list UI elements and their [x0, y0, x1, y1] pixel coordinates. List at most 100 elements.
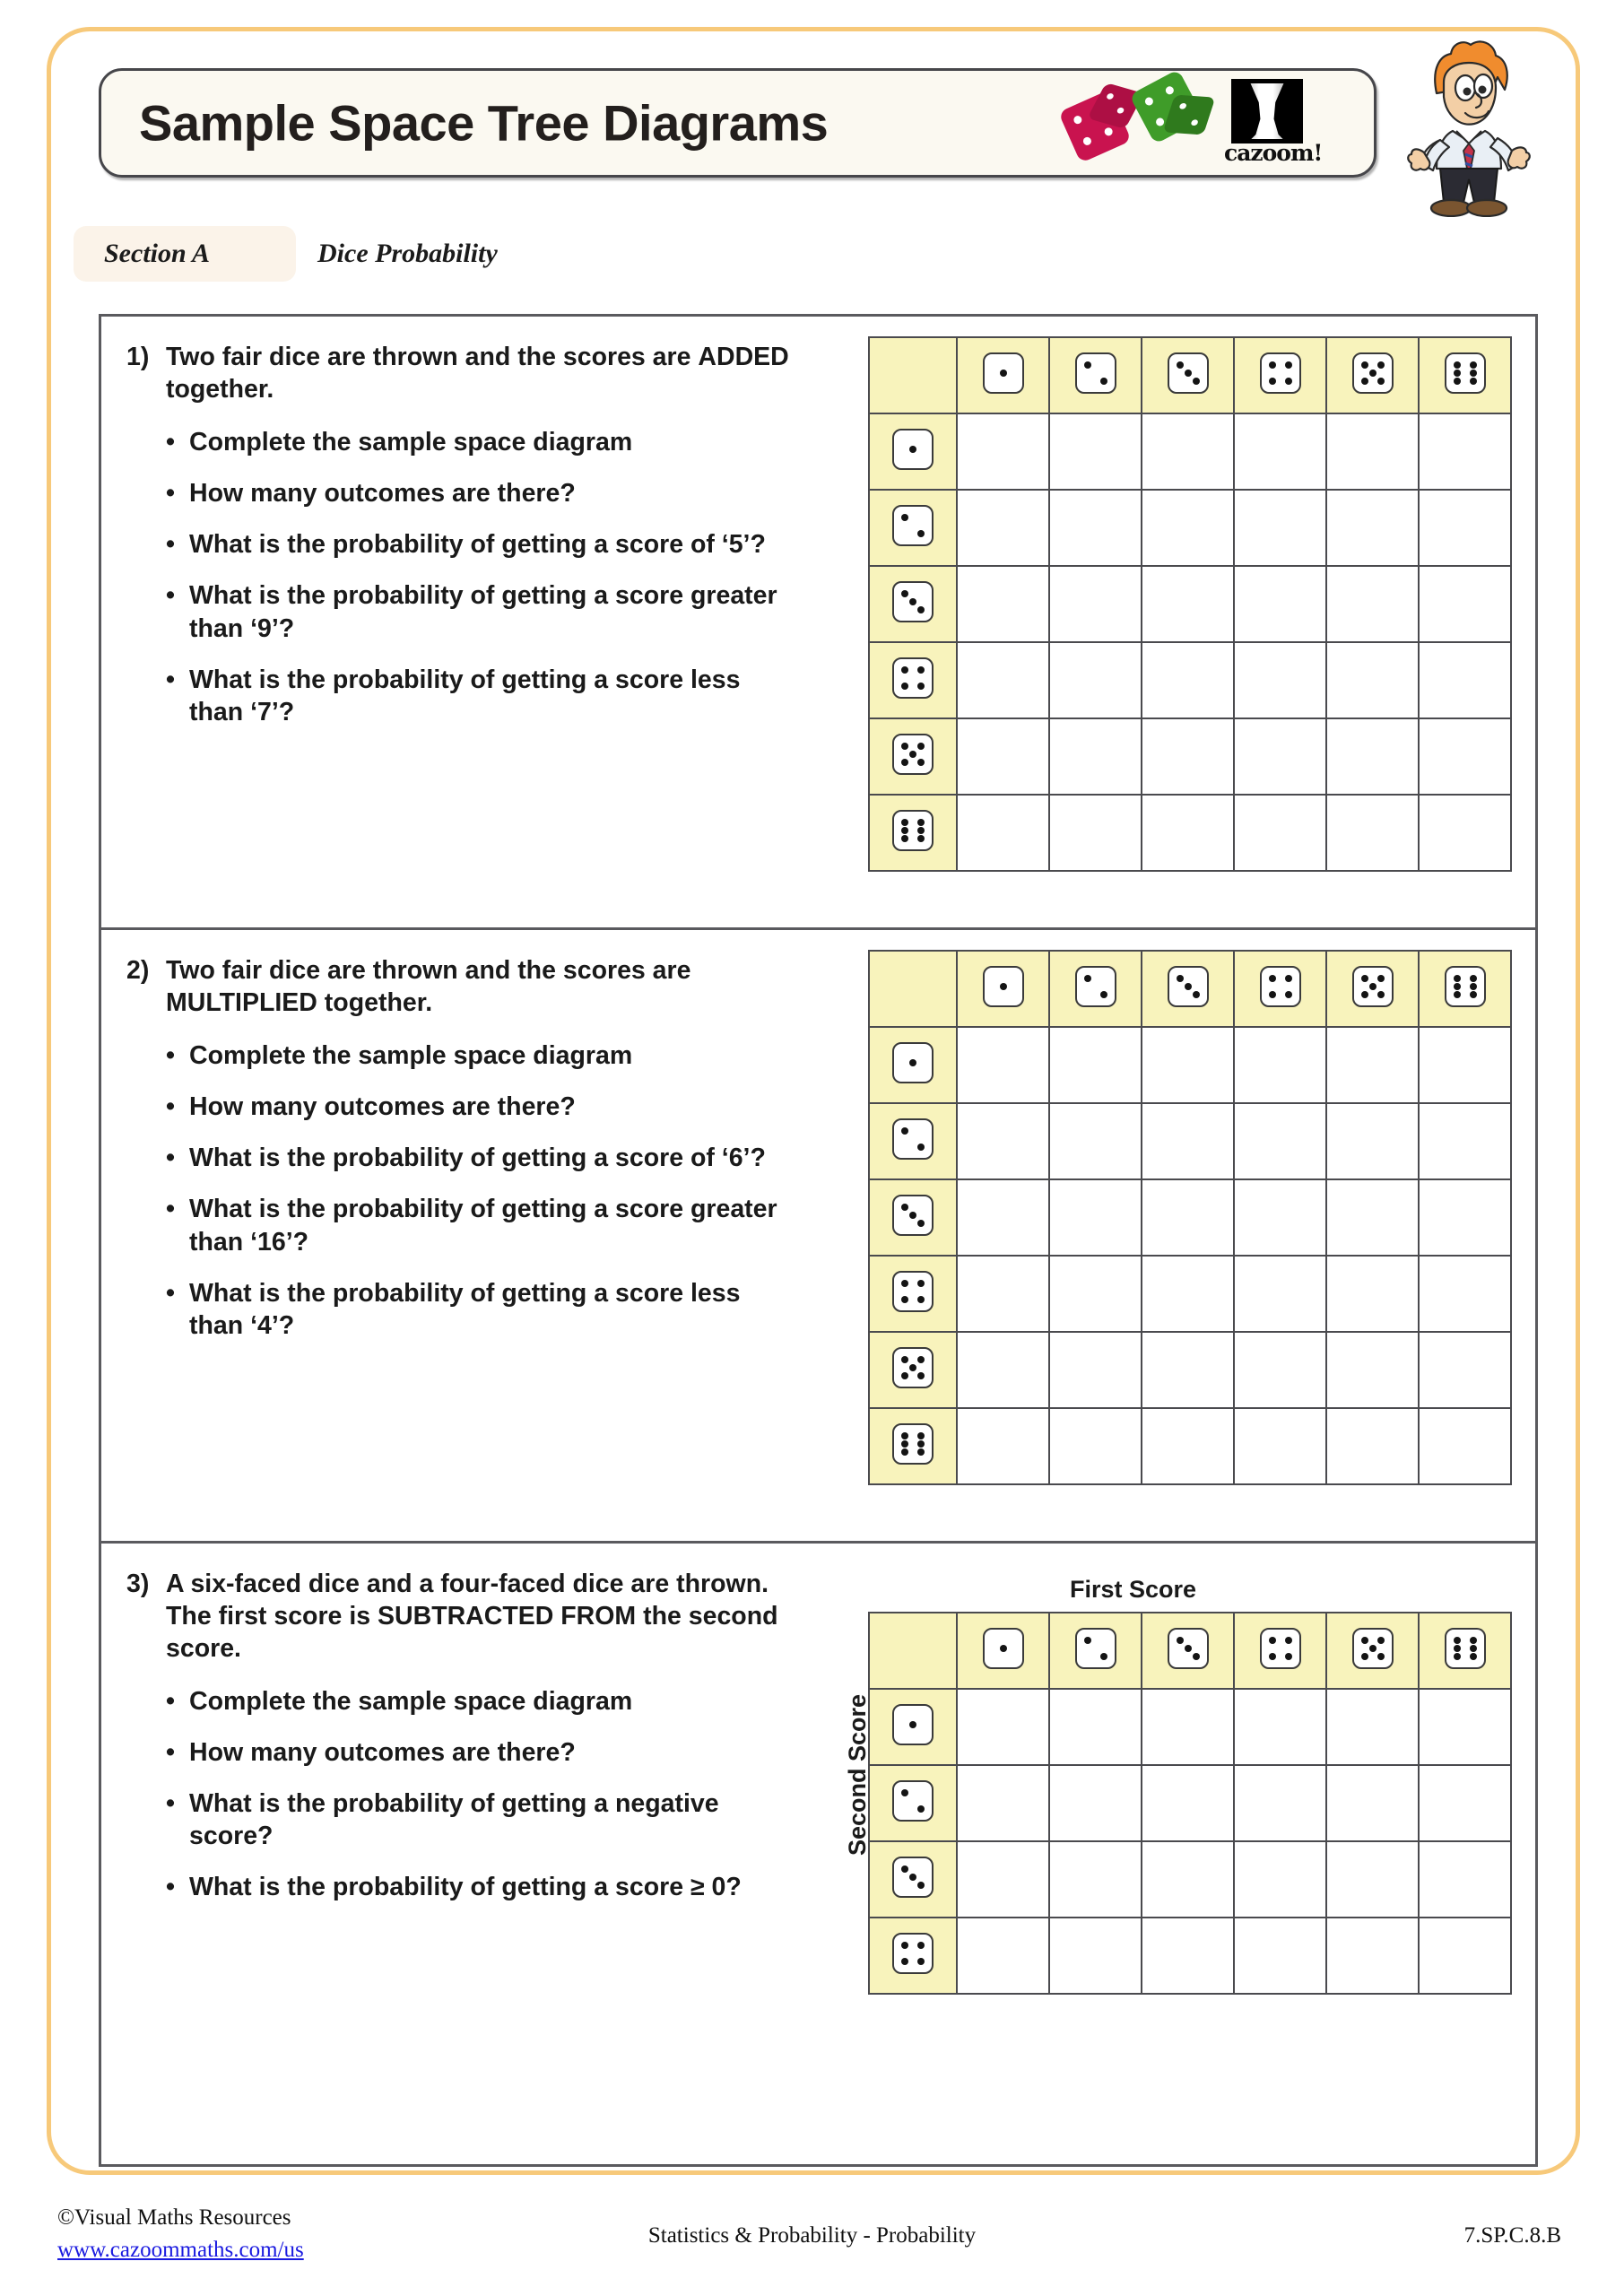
- grid-answer-cell[interactable]: [1325, 718, 1420, 796]
- grid-answer-cell[interactable]: [1233, 1331, 1327, 1409]
- grid-answer-cell[interactable]: [1048, 1917, 1142, 1995]
- grid-answer-cell[interactable]: [956, 1688, 1050, 1766]
- grid-answer-cell[interactable]: [1141, 413, 1235, 491]
- grid-answer-cell[interactable]: [1233, 1026, 1327, 1104]
- grid-answer-cell[interactable]: [1325, 1331, 1420, 1409]
- grid-answer-cell[interactable]: [1141, 1178, 1235, 1257]
- grid-answer-cell[interactable]: [1233, 641, 1327, 719]
- grid-answer-cell[interactable]: [956, 1255, 1050, 1333]
- grid-answer-cell[interactable]: [1048, 1840, 1142, 1918]
- grid-answer-cell[interactable]: [1233, 1764, 1327, 1842]
- grid-answer-cell[interactable]: [956, 1764, 1050, 1842]
- grid-answer-cell[interactable]: [956, 1840, 1050, 1918]
- grid-answer-cell[interactable]: [956, 489, 1050, 567]
- grid-answer-cell[interactable]: [1141, 718, 1235, 796]
- grid-answer-cell[interactable]: [1325, 1026, 1420, 1104]
- grid-answer-cell[interactable]: [1418, 794, 1512, 872]
- grid-answer-cell[interactable]: [956, 1102, 1050, 1180]
- grid-answer-cell[interactable]: [1141, 1764, 1235, 1842]
- grid-answer-cell[interactable]: [1141, 794, 1235, 872]
- grid-answer-cell[interactable]: [1048, 1178, 1142, 1257]
- grid-answer-cell[interactable]: [1325, 794, 1420, 872]
- grid-answer-cell[interactable]: [1325, 1917, 1420, 1995]
- grid-answer-cell[interactable]: [1141, 1407, 1235, 1485]
- grid-answer-cell[interactable]: [1325, 1688, 1420, 1766]
- grid-answer-cell[interactable]: [1325, 641, 1420, 719]
- grid-answer-cell[interactable]: [956, 565, 1050, 643]
- grid-answer-cell[interactable]: [1048, 1688, 1142, 1766]
- grid-answer-cell[interactable]: [1048, 718, 1142, 796]
- grid-answer-cell[interactable]: [1233, 1178, 1327, 1257]
- question-1-sample-space-grid[interactable]: [868, 336, 1512, 872]
- grid-answer-cell[interactable]: [1048, 565, 1142, 643]
- grid-answer-cell[interactable]: [1418, 1764, 1512, 1842]
- grid-answer-cell[interactable]: [1141, 641, 1235, 719]
- grid-answer-cell[interactable]: [1418, 489, 1512, 567]
- grid-answer-cell[interactable]: [1233, 1688, 1327, 1766]
- grid-answer-cell[interactable]: [1325, 489, 1420, 567]
- grid-answer-cell[interactable]: [1418, 1688, 1512, 1766]
- grid-answer-cell[interactable]: [1325, 1178, 1420, 1257]
- grid-answer-cell[interactable]: [1233, 413, 1327, 491]
- grid-answer-cell[interactable]: [1233, 565, 1327, 643]
- grid-answer-cell[interactable]: [1141, 489, 1235, 567]
- grid-answer-cell[interactable]: [1325, 1764, 1420, 1842]
- grid-answer-cell[interactable]: [1141, 1255, 1235, 1333]
- grid-answer-cell[interactable]: [1233, 1102, 1327, 1180]
- grid-answer-cell[interactable]: [956, 1331, 1050, 1409]
- grid-answer-cell[interactable]: [1325, 565, 1420, 643]
- grid-answer-cell[interactable]: [1048, 413, 1142, 491]
- grid-answer-cell[interactable]: [956, 1917, 1050, 1995]
- question-3-sample-space-grid[interactable]: [868, 1612, 1512, 1995]
- grid-answer-cell[interactable]: [1325, 413, 1420, 491]
- grid-answer-cell[interactable]: [1141, 1026, 1235, 1104]
- grid-answer-cell[interactable]: [956, 1178, 1050, 1257]
- grid-answer-cell[interactable]: [1233, 489, 1327, 567]
- grid-answer-cell[interactable]: [1233, 1840, 1327, 1918]
- grid-answer-cell[interactable]: [1048, 794, 1142, 872]
- grid-answer-cell[interactable]: [1141, 1331, 1235, 1409]
- grid-answer-cell[interactable]: [956, 718, 1050, 796]
- grid-answer-cell[interactable]: [1141, 565, 1235, 643]
- grid-answer-cell[interactable]: [1418, 1331, 1512, 1409]
- grid-answer-cell[interactable]: [1233, 794, 1327, 872]
- grid-answer-cell[interactable]: [1418, 1026, 1512, 1104]
- grid-answer-cell[interactable]: [1325, 1102, 1420, 1180]
- grid-answer-cell[interactable]: [1141, 1840, 1235, 1918]
- grid-answer-cell[interactable]: [956, 413, 1050, 491]
- grid-answer-cell[interactable]: [1233, 1255, 1327, 1333]
- grid-answer-cell[interactable]: [1141, 1688, 1235, 1766]
- grid-answer-cell[interactable]: [1141, 1102, 1235, 1180]
- grid-answer-cell[interactable]: [1418, 641, 1512, 719]
- grid-answer-cell[interactable]: [1233, 718, 1327, 796]
- grid-answer-cell[interactable]: [1233, 1917, 1327, 1995]
- grid-answer-cell[interactable]: [1418, 1840, 1512, 1918]
- grid-answer-cell[interactable]: [956, 794, 1050, 872]
- grid-answer-cell[interactable]: [1048, 489, 1142, 567]
- grid-answer-cell[interactable]: [1233, 1407, 1327, 1485]
- grid-answer-cell[interactable]: [1048, 1026, 1142, 1104]
- grid-answer-cell[interactable]: [1418, 1178, 1512, 1257]
- grid-answer-cell[interactable]: [1048, 1102, 1142, 1180]
- grid-answer-cell[interactable]: [1048, 641, 1142, 719]
- grid-answer-cell[interactable]: [956, 1026, 1050, 1104]
- grid-answer-cell[interactable]: [1418, 1407, 1512, 1485]
- question-2-sample-space-grid[interactable]: [868, 950, 1512, 1485]
- grid-answer-cell[interactable]: [956, 1407, 1050, 1485]
- footer-website-link[interactable]: www.cazoommaths.com/us: [57, 2238, 304, 2263]
- grid-answer-cell[interactable]: [1325, 1255, 1420, 1333]
- grid-answer-cell[interactable]: [1418, 565, 1512, 643]
- grid-answer-cell[interactable]: [1048, 1407, 1142, 1485]
- grid-answer-cell[interactable]: [956, 641, 1050, 719]
- grid-answer-cell[interactable]: [1141, 1917, 1235, 1995]
- grid-answer-cell[interactable]: [1048, 1331, 1142, 1409]
- grid-answer-cell[interactable]: [1418, 718, 1512, 796]
- grid-answer-cell[interactable]: [1418, 1917, 1512, 1995]
- grid-answer-cell[interactable]: [1048, 1255, 1142, 1333]
- grid-answer-cell[interactable]: [1418, 413, 1512, 491]
- grid-answer-cell[interactable]: [1418, 1102, 1512, 1180]
- grid-answer-cell[interactable]: [1325, 1840, 1420, 1918]
- grid-answer-cell[interactable]: [1048, 1764, 1142, 1842]
- grid-answer-cell[interactable]: [1418, 1255, 1512, 1333]
- grid-answer-cell[interactable]: [1325, 1407, 1420, 1485]
